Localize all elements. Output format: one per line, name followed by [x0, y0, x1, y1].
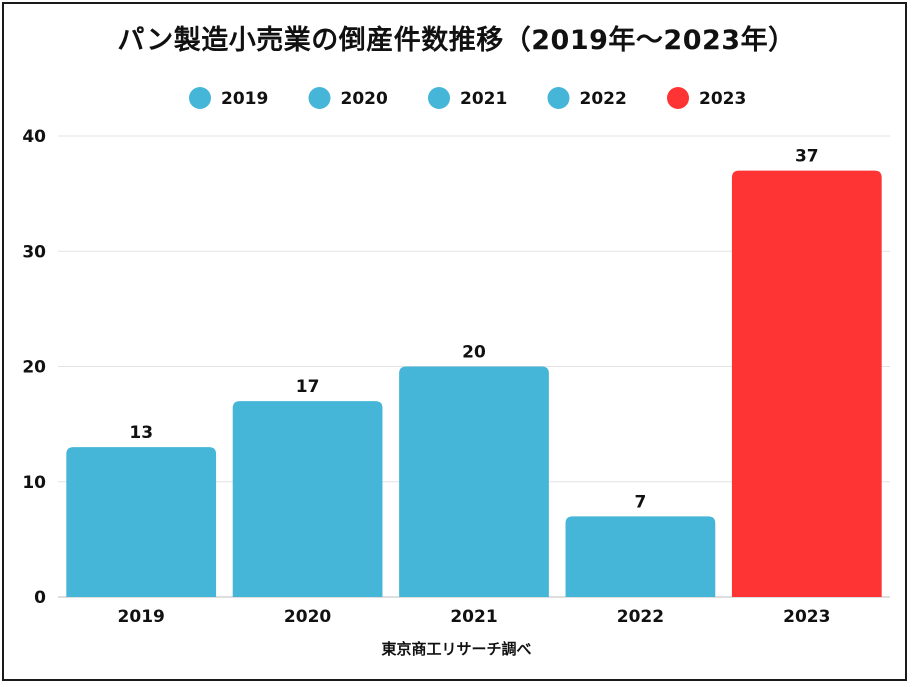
chart-title: パン製造小売業の倒産件数推移（2019年〜2023年） [117, 25, 796, 56]
bars [66, 170, 882, 597]
x-tick-label-2023: 2023 [783, 607, 830, 627]
legend-label-2023: 2023 [699, 89, 746, 109]
legend: 2019 2020 2021 2022 2023 [189, 87, 746, 109]
y-tick-label: 20 [22, 358, 46, 378]
x-tick-label-2020: 2020 [284, 607, 331, 627]
legend-label-2022: 2022 [580, 89, 627, 109]
legend-label-2019: 2019 [221, 89, 268, 109]
x-tick-label-2022: 2022 [617, 607, 664, 627]
y-axis: 0 10 20 30 40 [22, 127, 46, 608]
y-tick-label: 30 [22, 242, 46, 262]
legend-label-2021: 2021 [460, 89, 507, 109]
data-labels: 13 17 20 7 37 [129, 147, 818, 513]
bar-2019 [66, 447, 217, 597]
x-tick-label-2021: 2021 [450, 607, 497, 627]
data-label-2020: 17 [296, 377, 320, 397]
data-label-2021: 20 [462, 343, 486, 363]
legend-marker-2023 [667, 87, 689, 109]
bar-2020 [232, 401, 383, 597]
bar-2023 [731, 170, 882, 597]
legend-marker-2020 [308, 87, 331, 109]
bar-2022 [565, 516, 716, 597]
legend-marker-2021 [428, 87, 450, 109]
legend-marker-2019 [189, 87, 211, 109]
y-tick-label: 40 [22, 127, 46, 147]
data-label-2019: 13 [129, 423, 153, 443]
x-axis-title: 東京商工リサーチ調べ [381, 640, 532, 658]
y-tick-label: 10 [22, 473, 46, 493]
legend-marker-2022 [547, 87, 570, 109]
data-label-2023: 37 [795, 147, 819, 167]
legend-label-2020: 2020 [341, 89, 388, 109]
bar-2021 [399, 366, 549, 597]
x-tick-label-2019: 2019 [118, 607, 165, 627]
data-label-2022: 7 [634, 492, 646, 512]
y-tick-label: 0 [34, 588, 46, 608]
x-axis: 2019 2020 2021 2022 2023 [118, 607, 831, 627]
